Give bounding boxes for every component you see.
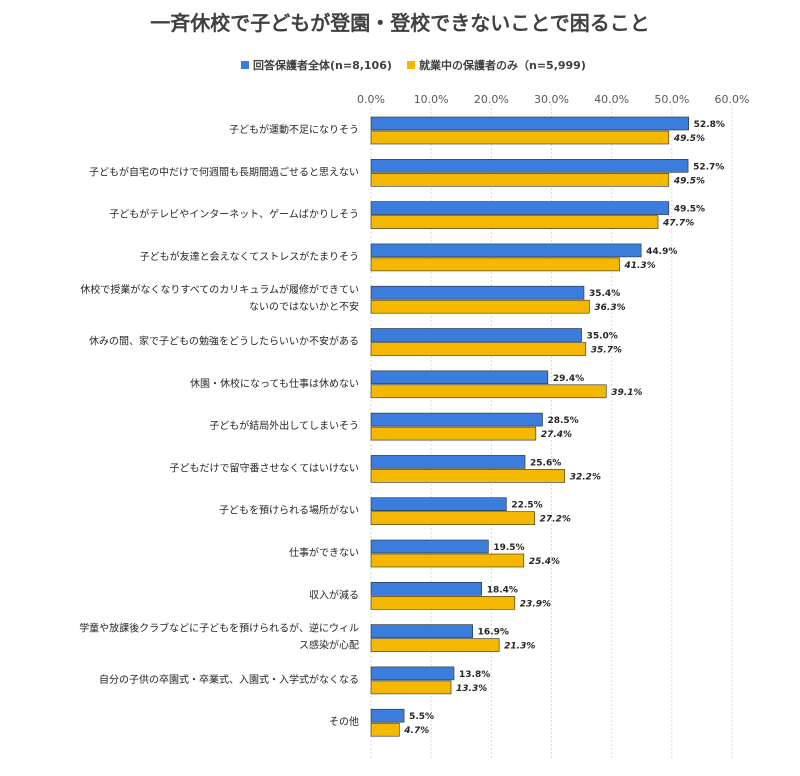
bar-all xyxy=(370,116,689,131)
data-label-working: 32.2% xyxy=(570,472,601,482)
data-label-working: 49.5% xyxy=(673,176,705,186)
legend-label-working: 就業中の保護者のみ（n=5,999) xyxy=(419,58,586,72)
bar-all xyxy=(370,497,507,512)
category-label: 学童や放課後クラブなどに子どもを預けられるが、逆にウィルス感染が心配 xyxy=(79,622,359,652)
category-label-line: 学童や放課後クラブなどに子どもを預けられるが、逆にウィル xyxy=(79,622,359,635)
data-labels: 52.8% 49.5% 52.7% 49.5% 49.5% 47.7% 44.9% 41.3%… xyxy=(403,120,725,736)
data-label-all: 19.5% xyxy=(493,543,524,553)
x-tick-label: 20.0% xyxy=(474,93,509,106)
category-label: 子どもがテレビやインターネット、ゲームばかりしそう xyxy=(109,208,359,221)
bar-all xyxy=(370,666,455,681)
bar-all xyxy=(370,624,473,638)
data-label-all: 49.5% xyxy=(674,205,705,215)
x-tick-label: 40.0% xyxy=(594,93,629,106)
bar-all xyxy=(370,328,582,342)
bar-working xyxy=(370,342,587,356)
legend-swatch-all xyxy=(241,61,249,69)
bar-all xyxy=(370,285,585,300)
category-label: 子どもが自宅の中だけで何週間も長期間過ごせると思えない xyxy=(89,165,359,178)
category-label: 子どもが友達と会えなくてストレスがたまりそう xyxy=(140,250,359,263)
category-label: 子どもだけで留守番させなくてはいけない xyxy=(170,461,360,474)
category-label: 子どもを預けられる場所がない xyxy=(219,504,359,517)
x-tick-label: 50.0% xyxy=(654,93,689,106)
data-label-working: 23.9% xyxy=(520,599,551,609)
data-label-all: 28.5% xyxy=(547,416,578,426)
data-label-working: 21.3% xyxy=(504,642,535,652)
data-label-working: 27.4% xyxy=(541,430,572,440)
bar-all xyxy=(370,370,549,385)
data-label-all: 5.5% xyxy=(409,712,434,722)
legend-swatch-working xyxy=(407,61,415,69)
data-label-working: 27.2% xyxy=(540,515,571,525)
data-label-all: 18.4% xyxy=(487,585,518,595)
x-tick-label: 30.0% xyxy=(534,93,569,106)
category-label: 仕事ができない xyxy=(289,546,359,559)
data-label-working: 41.3% xyxy=(623,261,655,271)
bar-working xyxy=(370,595,516,610)
data-label-all: 35.4% xyxy=(589,289,620,299)
bar-working xyxy=(370,384,607,399)
data-label-working: 39.1% xyxy=(611,388,642,398)
bar-working xyxy=(370,469,566,483)
bar-all xyxy=(370,455,526,469)
x-tick-label: 0.0% xyxy=(357,93,385,106)
data-label-working: 36.3% xyxy=(594,303,625,313)
category-label: 休園・休校になっても仕事は休めない xyxy=(190,377,359,390)
data-label-working: 35.7% xyxy=(591,346,622,356)
bar-all xyxy=(370,581,483,596)
data-label-working: 47.7% xyxy=(662,219,694,229)
bar-working xyxy=(370,130,670,145)
data-label-working: 13.3% xyxy=(456,684,487,694)
x-tick-label: 10.0% xyxy=(414,93,449,106)
category-label: 休校で授業がなくなりすべてのカリキュラムが履修ができていないのではないかと不安 xyxy=(80,283,359,313)
bar-all xyxy=(370,708,405,723)
bar-working xyxy=(370,426,537,441)
x-axis-ticks: 0.0% 10.0% 20.0% 30.0% 40.0% 50.0% 60.0% xyxy=(357,93,749,106)
data-label-all: 29.4% xyxy=(553,374,584,384)
bar-working xyxy=(370,257,620,272)
data-label-all: 16.9% xyxy=(478,628,509,638)
bar-working xyxy=(370,511,535,526)
x-tick-label: 60.0% xyxy=(715,93,750,106)
bar-working xyxy=(370,553,525,568)
bar-working xyxy=(370,722,400,737)
data-label-all: 44.9% xyxy=(646,247,677,257)
legend-label-all: 回答保護者全体(n=8,106) xyxy=(253,58,392,72)
bar-working xyxy=(370,299,590,314)
bar-working xyxy=(370,638,500,652)
data-label-all: 35.0% xyxy=(587,332,618,342)
data-label-working: 4.7% xyxy=(403,726,429,736)
category-label-line: ないのではないかと不安 xyxy=(249,300,359,313)
data-label-all: 25.6% xyxy=(530,458,561,468)
data-label-working: 25.4% xyxy=(529,557,560,567)
bar-all xyxy=(370,159,689,173)
category-label-line: 休校で授業がなくなりすべてのカリキュラムが履修ができてい xyxy=(80,283,359,296)
data-label-all: 52.7% xyxy=(693,162,724,172)
bar-all xyxy=(370,243,642,258)
category-label: 自分の子供の卒園式・卒業式、入園式・入学式がなくなる xyxy=(99,673,359,686)
chart-title: 一斉休校で子どもが登園・登校できないことで困ること xyxy=(150,11,649,35)
category-label: 収入が減る xyxy=(309,588,359,601)
bar-working xyxy=(370,173,670,187)
data-label-all: 22.5% xyxy=(511,501,542,511)
data-label-all: 13.8% xyxy=(459,670,490,680)
category-label: その他 xyxy=(329,715,359,728)
category-label: 休みの間、家で子どもの勉強をどうしたらいいか不安がある xyxy=(89,335,359,348)
bar-working xyxy=(370,215,659,229)
bar-working xyxy=(370,680,452,695)
bars xyxy=(370,116,689,737)
category-label: 子どもが運動不足になりそう xyxy=(229,123,359,136)
category-label-line: ス感染が心配 xyxy=(299,639,359,652)
bar-all xyxy=(370,412,543,427)
bar-all xyxy=(370,201,670,215)
data-label-all: 52.8% xyxy=(694,120,725,130)
data-label-working: 49.5% xyxy=(673,134,705,144)
category-label: 子どもが結局外出してしまいそう xyxy=(209,419,359,432)
bar-all xyxy=(370,539,489,554)
category-labels: 子どもが運動不足になりそう子どもが自宅の中だけで何週間も長期間過ごせると思えない… xyxy=(79,123,359,728)
legend: 回答保護者全体(n=8,106) 就業中の保護者のみ（n=5,999) xyxy=(241,58,586,72)
